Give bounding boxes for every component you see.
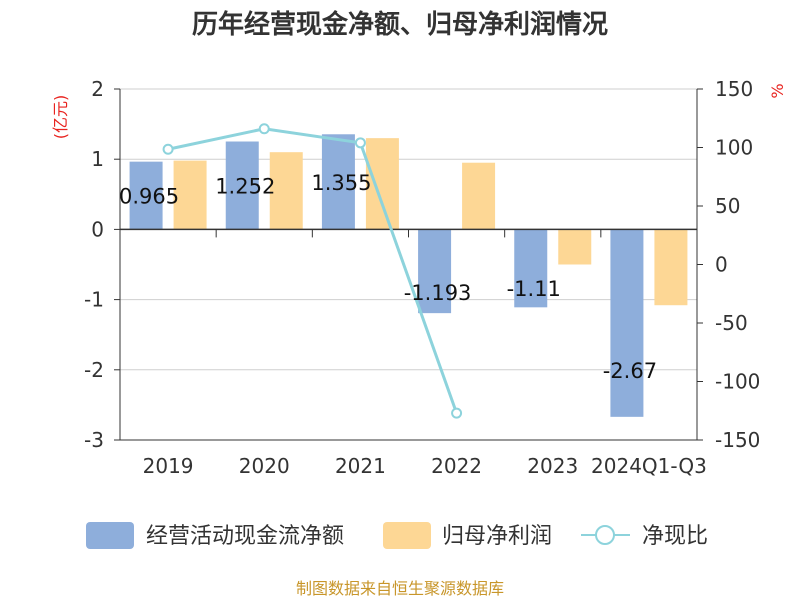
net-profit-bar [558, 229, 592, 265]
cash-flow-bar [321, 134, 355, 230]
net-profit-bar [173, 160, 207, 230]
category-label: 2021 [335, 454, 386, 478]
net-profit-bar [462, 162, 496, 230]
ratio-line [167, 127, 458, 414]
legend-swatch-net-profit [383, 522, 431, 549]
bar-series [129, 134, 688, 417]
right-tick-label: -50 [715, 311, 748, 335]
ratio-line-series [162, 123, 463, 419]
cash-flow-bar [514, 229, 548, 308]
right-tick-label: -150 [715, 428, 760, 452]
cash-flow-value-label: -2.67 [603, 359, 657, 383]
net-profit-bar [365, 138, 399, 230]
left-tick-label: -2 [84, 358, 104, 382]
right-axis-unit: % [768, 83, 787, 98]
left-axis-unit: (亿元) [51, 95, 70, 140]
legend-label-ratio: 净现比 [642, 524, 708, 549]
legend: 经营活动现金流净额 归母净利润 净现比 [86, 522, 708, 549]
ratio-point [451, 407, 463, 419]
right-tick-label: 0 [715, 253, 728, 277]
cash-flow-bar [610, 229, 644, 417]
category-label: 2023 [527, 454, 578, 478]
right-tick-label: 50 [715, 194, 740, 218]
legend-label-cash-flow: 经营活动现金流净额 [146, 524, 344, 549]
net-profit-bar [654, 229, 688, 306]
chart-title: 历年经营现金净额、归母净利润情况 [192, 9, 608, 40]
cash-flow-value-label: 0.965 [119, 185, 179, 209]
left-tick-label: -3 [84, 428, 104, 452]
source-note: 制图数据来自恒生聚源数据库 [296, 579, 504, 598]
left-tick-label: 0 [91, 217, 104, 241]
category-label: 2022 [431, 454, 482, 478]
ratio-point [162, 143, 174, 155]
cash-flow-bar [129, 161, 163, 230]
category-label: 2020 [239, 454, 290, 478]
cash-flow-value-label: 1.252 [215, 174, 275, 198]
left-tick-label: -1 [84, 288, 104, 312]
category-label: 2019 [143, 454, 194, 478]
legend-label-net-profit: 归母净利润 [442, 524, 552, 549]
cash-flow-bar [418, 229, 452, 314]
right-tick-label: 150 [715, 77, 753, 101]
category-label: 2024Q1-Q3 [591, 454, 707, 478]
cash-flow-bar [225, 141, 259, 230]
left-tick-label: 2 [91, 77, 104, 101]
cash-flow-value-label: -1.193 [404, 281, 472, 305]
cash-flow-value-label: 1.355 [311, 171, 371, 195]
ratio-point [354, 137, 366, 149]
net-profit-bar [269, 152, 303, 230]
data-labels: 0.965 1.252 1.355 -1.193 -1.11 -2.67 [119, 171, 657, 383]
gridlines [120, 88, 697, 371]
legend-swatch-cash-flow [86, 522, 134, 549]
axes: 2 1 0 -1 -2 -3 150 100 50 0 -50 -100 -150 2019 2020 202… [84, 77, 760, 478]
right-tick-label: -100 [715, 370, 760, 394]
right-tick-label: 100 [715, 136, 753, 160]
legend-marker-ratio [595, 525, 615, 545]
cash-flow-value-label: -1.11 [507, 277, 561, 301]
ratio-point [258, 123, 270, 135]
left-tick-label: 1 [91, 147, 104, 171]
